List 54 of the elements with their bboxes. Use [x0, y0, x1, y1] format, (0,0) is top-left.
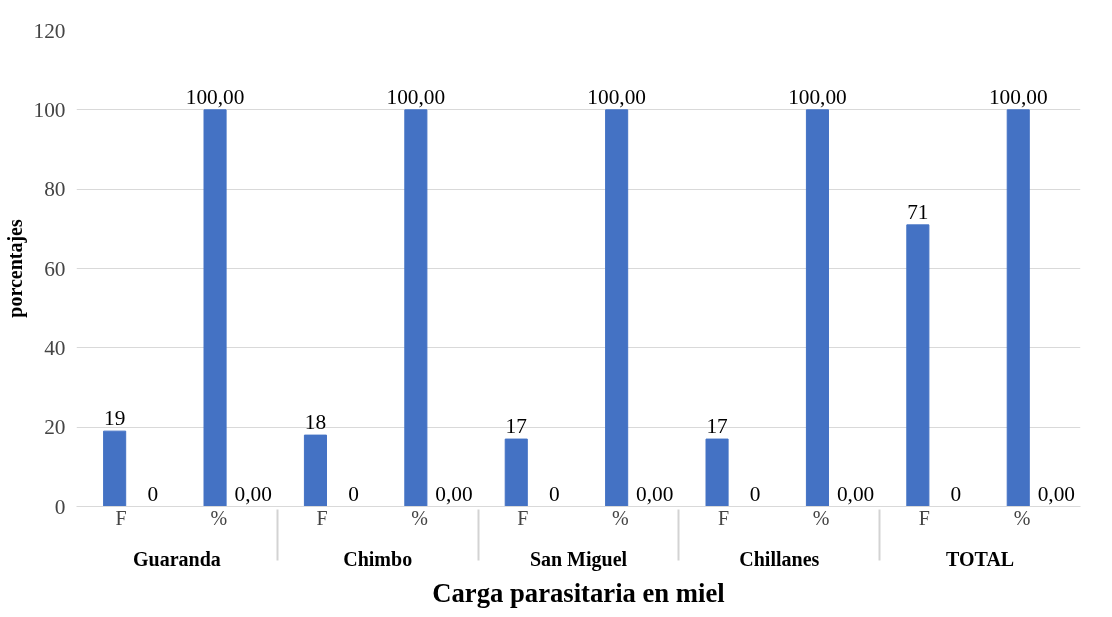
y-tick-label: 20 — [44, 415, 66, 440]
data-label: 0,00 — [636, 481, 674, 506]
text: TOTAL — [946, 547, 1015, 570]
data-label: 19 — [103, 406, 126, 431]
y-tick-label: 120 — [33, 18, 66, 43]
y-tick-label: 0 — [54, 494, 66, 519]
data-label: 0,00 — [836, 481, 875, 506]
data-label: 0,00 — [234, 481, 272, 506]
data-label: 0,00 — [1037, 481, 1076, 506]
bar — [906, 224, 930, 507]
x-tick-label: F — [717, 506, 730, 529]
x-tick-label: % — [812, 506, 830, 529]
data-label: 100,00 — [386, 84, 446, 109]
text: Guaranda — [133, 547, 221, 570]
data-label: 17 — [706, 414, 729, 439]
x-tick-label: F — [517, 506, 529, 529]
data-label: 17 — [505, 414, 528, 439]
y-axis-title: porcentajes — [3, 219, 27, 318]
x-tick-label: % — [1013, 506, 1031, 529]
data-label: 71 — [907, 199, 929, 224]
data-label: 0 — [348, 481, 359, 506]
text: San Miguel — [529, 547, 628, 571]
x-axis-title: Carga parasitaria en miel — [432, 577, 725, 608]
bar — [103, 430, 127, 507]
x-tick-label: F — [316, 506, 328, 529]
text: Chillanes — [739, 547, 820, 570]
data-label: 100,00 — [788, 84, 847, 109]
bar — [203, 109, 227, 507]
bar — [504, 438, 528, 507]
y-tick-label: 80 — [44, 177, 66, 202]
data-label: 0 — [549, 481, 560, 506]
data-label: 18 — [304, 410, 327, 435]
x-tick-label: % — [210, 506, 228, 529]
x-tick-label: % — [411, 506, 428, 529]
bar — [303, 434, 327, 507]
bar — [705, 438, 729, 507]
data-label: 0 — [147, 481, 159, 506]
y-tick-label: 40 — [44, 335, 66, 360]
text: Chimbo — [343, 547, 413, 570]
bar — [605, 109, 629, 507]
data-label: 100,00 — [587, 84, 646, 109]
bar — [1006, 109, 1030, 507]
x-tick-label: % — [612, 506, 629, 529]
x-tick-label: F — [918, 506, 930, 529]
bar — [404, 109, 428, 507]
data-label: 0 — [749, 481, 761, 506]
x-tick-label: F — [115, 506, 127, 529]
y-tick-label: 100 — [33, 97, 66, 122]
y-tick-label: 60 — [44, 256, 66, 281]
data-label: 100,00 — [185, 84, 245, 109]
bar — [805, 109, 829, 507]
data-label: 100,00 — [988, 84, 1048, 109]
data-label: 0,00 — [435, 481, 473, 506]
data-label: 0 — [950, 481, 962, 506]
